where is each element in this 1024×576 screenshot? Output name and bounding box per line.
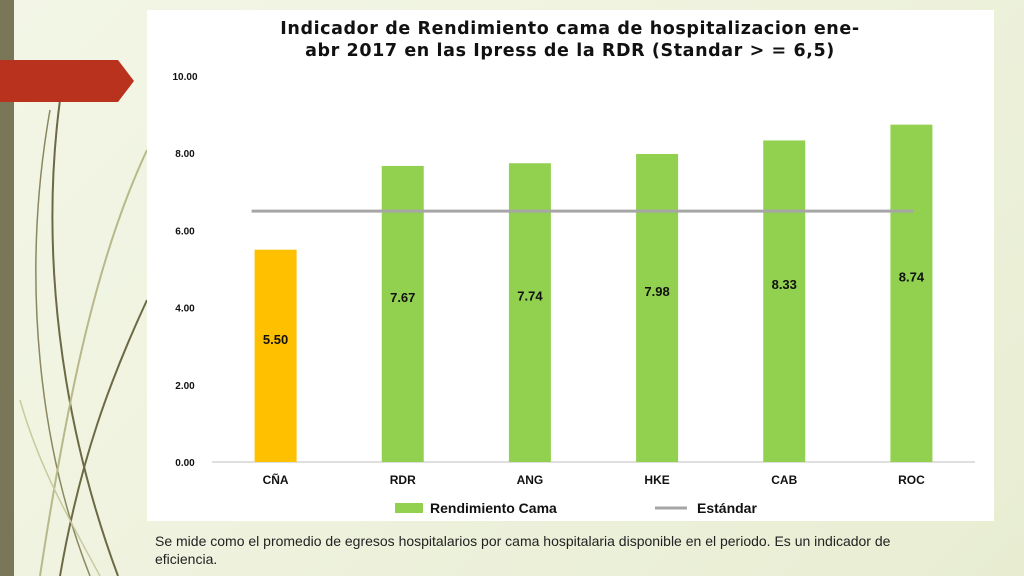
bar-cña [254,249,297,462]
data-label: 7.98 [644,284,669,299]
data-label: 7.67 [390,290,415,305]
bar-hke [636,153,679,463]
y-tick-label: 4.00 [175,304,195,315]
chart-title-line-1: Indicador de Rendimiento cama de hospita… [280,19,859,39]
x-tick-label: ANG [517,473,544,487]
x-tick-label: ROC [898,473,925,487]
data-label: 7.74 [517,289,543,304]
x-tick-label: HKE [644,473,669,487]
y-tick-label: 0.00 [175,458,195,469]
data-label: 8.33 [772,277,797,292]
arrow-banner [0,60,134,102]
bar-ang [508,163,551,462]
x-tick-label: RDR [390,473,416,487]
y-tick-label: 6.00 [175,226,195,237]
x-tick-label: CÑA [263,472,289,487]
x-tick-label: CAB [771,473,797,487]
chart: Indicador de Rendimiento cama de hospita… [172,19,975,516]
left-decor-strip [0,0,14,576]
legend-label-estandar: Estándar [697,500,757,516]
y-tick-label: 8.00 [175,149,195,160]
chart-title-line-2: abr 2017 en las Ipress de la RDR (Standa… [305,41,835,61]
decorative-swoosh [0,60,147,576]
bar-cab [763,140,806,462]
y-tick-label: 10.00 [172,72,197,83]
legend-swatch-rendimiento [395,503,423,513]
chart-panel: Indicador de Rendimiento cama de hospita… [147,10,994,521]
y-tick-label: 2.00 [175,381,195,392]
data-label: 5.50 [263,332,288,347]
bar-rdr [381,165,424,463]
bar-roc [890,124,933,463]
legend-label-rendimiento: Rendimiento Cama [430,500,557,516]
slide-caption: Se mide como el promedio de egresos hosp… [155,533,891,567]
data-label: 8.74 [899,269,925,284]
